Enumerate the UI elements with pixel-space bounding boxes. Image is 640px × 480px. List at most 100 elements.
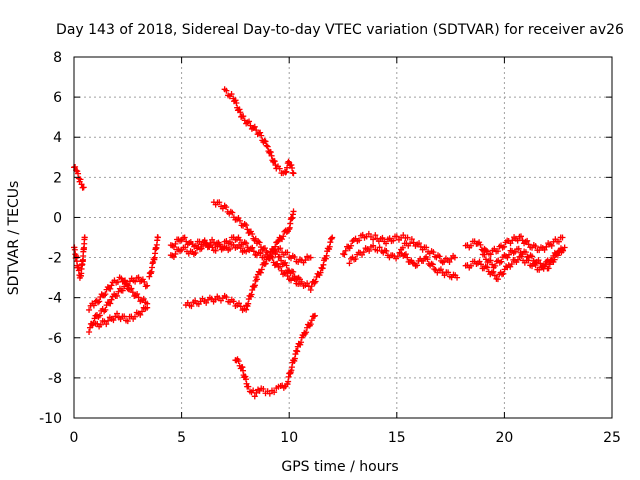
x-axis-label: GPS time / hours	[281, 459, 398, 475]
point-sat-k	[264, 143, 271, 150]
point-sat-j	[243, 222, 250, 229]
y-tick-label-4: -2	[48, 251, 62, 267]
point-sat-p	[346, 260, 353, 267]
point-sat-m	[247, 292, 254, 299]
point-sat-r	[468, 242, 475, 249]
point-sat-g	[277, 245, 284, 252]
point-sat-g	[302, 257, 309, 264]
point-sat-o	[390, 237, 397, 244]
point-sat-k	[283, 168, 290, 175]
point-sat-g	[170, 244, 177, 251]
point-sat-t	[560, 247, 567, 254]
point-sat-n	[282, 259, 289, 266]
point-sat-q	[407, 240, 414, 247]
point-sat-d	[114, 292, 121, 299]
point-sat-r	[482, 247, 489, 254]
point-sat-h	[192, 249, 199, 256]
point-sat-a	[78, 181, 85, 188]
point-sat-o	[356, 237, 363, 244]
point-sat-t	[537, 260, 544, 267]
point-sat-b	[81, 234, 88, 241]
point-sat-c	[94, 299, 101, 306]
point-sat-n	[284, 267, 291, 274]
point-sat-p	[383, 247, 390, 254]
point-sat-a	[77, 176, 84, 183]
point-sat-q	[446, 258, 453, 265]
point-sat-r	[501, 243, 508, 250]
point-sat-k	[268, 152, 275, 159]
point-sat-k	[223, 87, 230, 94]
point-sat-p	[431, 265, 438, 272]
point-sat-n	[294, 275, 301, 282]
point-sat-e	[139, 308, 146, 315]
point-sat-t	[498, 258, 505, 265]
point-sat-j	[284, 273, 291, 280]
point-sat-m	[250, 283, 257, 290]
y-tick-label-7: 4	[53, 130, 62, 146]
point-sat-l	[308, 317, 315, 324]
point-sat-p	[441, 272, 448, 279]
point-sat-k	[267, 149, 274, 156]
point-sat-c	[108, 282, 115, 289]
point-sat-d	[135, 274, 142, 281]
point-sat-t	[515, 245, 522, 252]
point-sat-h	[243, 248, 250, 255]
point-sat-c	[101, 292, 108, 299]
point-sat-i	[212, 296, 219, 303]
plot-frame	[73, 56, 613, 419]
point-sat-q	[430, 249, 437, 256]
point-sat-j	[244, 226, 251, 233]
point-sat-n	[298, 278, 305, 285]
point-sat-t	[529, 253, 536, 260]
point-sat-m	[257, 269, 264, 276]
point-sat-q	[441, 258, 448, 265]
x-tick-label-1: 5	[177, 430, 186, 446]
point-sat-q	[399, 244, 406, 251]
point-sat-h	[182, 244, 189, 251]
point-sat-a	[80, 184, 87, 191]
point-sat-o	[348, 242, 355, 249]
point-sat-t	[487, 257, 494, 264]
point-sat-g	[181, 234, 188, 241]
point-sat-e	[131, 313, 138, 320]
point-sat-d	[102, 306, 109, 313]
point-sat-m	[245, 300, 252, 307]
point-sat-g	[257, 250, 264, 257]
y-tick-label-6: 2	[53, 170, 62, 186]
point-sat-q	[451, 254, 458, 261]
y-tick-label-3: -4	[48, 291, 62, 307]
point-sat-q	[416, 240, 423, 247]
point-sat-e	[137, 311, 144, 318]
point-sat-n	[312, 278, 319, 285]
point-sat-h	[237, 245, 244, 252]
point-sat-m	[274, 238, 281, 245]
point-sat-j	[216, 199, 223, 206]
point-sat-p	[429, 261, 436, 268]
point-sat-g	[209, 244, 216, 251]
point-sat-l	[266, 390, 273, 397]
point-sat-o	[393, 233, 400, 240]
point-sat-g	[250, 248, 257, 255]
point-sat-c	[90, 302, 97, 309]
point-sat-n	[308, 283, 315, 290]
point-sat-p	[409, 259, 416, 266]
point-sat-t	[492, 262, 499, 269]
point-sat-o	[379, 234, 386, 241]
point-sat-p	[376, 244, 383, 251]
point-sat-k	[289, 165, 296, 172]
point-sat-g	[237, 237, 244, 244]
point-sat-d	[86, 328, 93, 335]
point-sat-m	[266, 252, 273, 259]
point-sat-p	[437, 266, 444, 273]
point-sat-t	[546, 261, 553, 268]
x-tick-label-5: 25	[603, 430, 621, 446]
point-sat-e	[110, 317, 117, 324]
point-sat-c	[134, 291, 141, 298]
point-sat-m	[271, 247, 278, 254]
point-sat-d	[96, 312, 103, 319]
point-sat-e	[97, 321, 104, 328]
point-sat-r	[477, 241, 484, 248]
point-sat-j	[274, 260, 281, 267]
point-sat-n	[304, 280, 311, 287]
